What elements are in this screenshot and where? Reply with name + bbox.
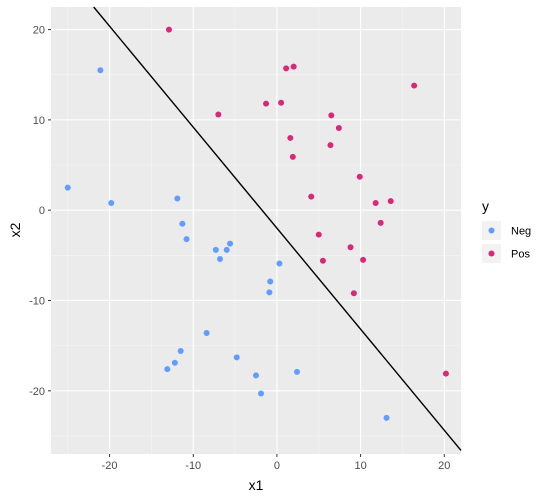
data-point-neg — [253, 372, 259, 379]
x-tick-label: -20 — [102, 460, 118, 472]
data-point-neg — [258, 390, 265, 397]
data-point-pos — [327, 142, 334, 149]
data-point-neg — [97, 67, 104, 74]
legend-label-pos: Pos — [511, 249, 530, 261]
data-point-pos — [278, 99, 285, 106]
legend: y Neg Pos — [482, 198, 531, 263]
data-point-neg — [223, 246, 230, 253]
data-point-pos — [263, 100, 270, 107]
data-point-neg — [164, 366, 171, 373]
data-point-pos — [377, 219, 384, 226]
data-point-neg — [233, 354, 240, 361]
data-point-pos — [360, 256, 367, 263]
data-point-neg — [266, 289, 273, 296]
y-tick-label: 20 — [33, 25, 45, 37]
data-point-neg — [64, 184, 71, 191]
data-point-neg — [227, 240, 234, 247]
data-point-neg — [179, 220, 186, 227]
data-point-neg — [203, 329, 210, 336]
data-point-pos — [165, 26, 172, 33]
data-point-neg — [171, 359, 178, 366]
legend-key-neg — [488, 227, 495, 234]
x-tick-label: -10 — [185, 460, 201, 472]
legend-title: y — [482, 198, 489, 214]
y-tick-label: -20 — [29, 386, 45, 398]
minor-gridlines — [51, 7, 461, 454]
data-point-pos — [387, 198, 394, 205]
data-point-pos — [335, 125, 342, 132]
data-point-pos — [350, 290, 357, 297]
data-point-pos — [347, 244, 354, 251]
data-point-pos — [315, 231, 322, 238]
data-point-neg — [177, 348, 184, 355]
y-tick-label: -10 — [29, 295, 45, 307]
data-point-pos — [308, 193, 315, 200]
x-tick-label: 20 — [438, 460, 450, 472]
data-point-pos — [372, 199, 379, 206]
y-tick-label: 0 — [39, 205, 45, 217]
data-point-neg — [108, 199, 115, 206]
data-points — [64, 26, 449, 421]
data-point-pos — [290, 63, 297, 70]
data-point-neg — [212, 246, 219, 253]
data-point-pos — [442, 370, 449, 377]
data-point-pos — [289, 153, 296, 160]
data-point-pos — [411, 82, 418, 89]
data-point-pos — [283, 65, 290, 72]
data-point-neg — [294, 368, 300, 375]
data-point-neg — [183, 236, 190, 243]
x-tick-label: 0 — [274, 460, 280, 472]
decision-boundary-layer — [93, 6, 462, 451]
x-axis-ticks: -20 -10 0 10 20 — [102, 454, 450, 472]
legend-label-neg: Neg — [511, 226, 531, 238]
x-tick-label: 10 — [354, 460, 366, 472]
major-gridlines — [51, 7, 461, 454]
data-point-pos — [356, 173, 363, 180]
data-point-neg — [383, 414, 390, 421]
y-tick-label: 10 — [33, 115, 45, 127]
data-point-pos — [215, 111, 222, 118]
decision-boundary-line — [93, 6, 462, 451]
data-point-neg — [174, 195, 181, 202]
data-point-neg — [267, 278, 274, 285]
legend-key-pos — [488, 250, 495, 257]
data-point-pos — [328, 112, 335, 119]
data-point-neg — [217, 255, 224, 262]
legend-entries: Neg Pos — [482, 221, 531, 263]
data-point-pos — [319, 257, 326, 264]
data-point-neg — [276, 260, 283, 267]
plot-panel — [51, 7, 461, 454]
data-point-pos — [287, 134, 294, 141]
x-axis-title: x1 — [249, 477, 264, 493]
y-axis-title: x2 — [7, 222, 23, 237]
y-axis-ticks: -20 -10 0 10 20 — [29, 25, 51, 398]
